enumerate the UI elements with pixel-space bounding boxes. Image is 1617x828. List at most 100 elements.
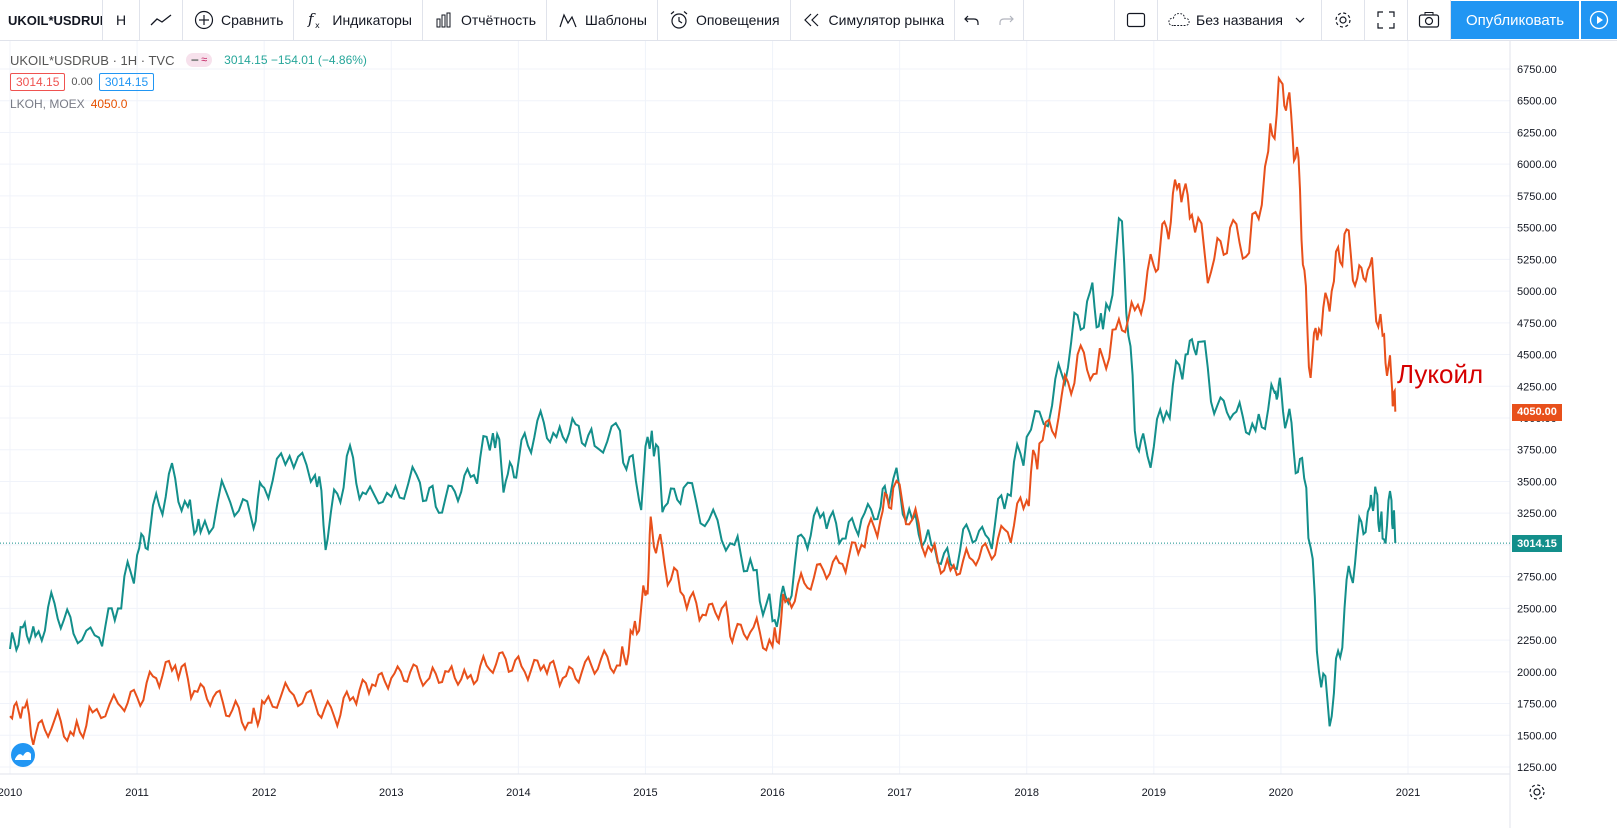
price-axis-tick-label: 4750.00 (1517, 318, 1557, 330)
chart-settings-gear-icon[interactable] (1527, 782, 1547, 807)
chart-type-button[interactable] (140, 0, 183, 40)
price-axis-tick-label: 5000.00 (1517, 286, 1557, 298)
settings-button[interactable] (1322, 0, 1365, 40)
price-axis-tick-label: 5250.00 (1517, 254, 1557, 266)
publish-label: Опубликовать (1465, 11, 1565, 29)
line-chart-icon (150, 9, 172, 31)
time-axis-tick-label: 2021 (1396, 787, 1420, 799)
symbol-label: UKOIL*USDRUB (8, 12, 103, 28)
undo-icon (961, 9, 983, 31)
publish-menu-button[interactable] (1581, 1, 1617, 39)
reports-button[interactable]: Отчётность (423, 0, 548, 40)
price-axis-tick-label: 1500.00 (1517, 730, 1557, 742)
price-axis-tick-label: 1250.00 (1517, 762, 1557, 774)
price-axis-tick-label: 6500.00 (1517, 96, 1557, 108)
chart-grid (0, 41, 1510, 774)
ukoil-price-tag: 3014.15 (1512, 535, 1562, 553)
ukoil-usdrub-series-line (9, 216, 1397, 727)
rewind-icon (801, 9, 823, 31)
compare-label: Сравнить (221, 12, 284, 28)
price-axis-tick-label: 5500.00 (1517, 223, 1557, 235)
chart-annotation-text[interactable]: Лукойл (1397, 359, 1484, 389)
price-axis-tick-label: 2250.00 (1517, 635, 1557, 647)
plus-circle-icon (193, 9, 215, 31)
price-axis-tick-label: 6000.00 (1517, 159, 1557, 171)
compare-button[interactable]: Сравнить (183, 0, 295, 40)
price-axis-tick-label: 2500.00 (1517, 603, 1557, 615)
hide-icon: ━ (191, 54, 199, 67)
play-circle-icon (1588, 9, 1610, 31)
spread-value: 0.00 (71, 76, 93, 88)
price-chart[interactable]: 1250.00 1500.00 1750.00 2000.00 2250.00 2500.… (0, 41, 1617, 828)
buy-price-box[interactable]: 3014.15 (98, 73, 155, 91)
time-axis-tick-label: 2016 (760, 787, 784, 799)
main-series-title[interactable]: UKOIL*USDRUB · 1H · TVC (10, 52, 175, 68)
price-axis-tick-label: 1750.00 (1517, 699, 1557, 711)
price-axis-tick-label: 5750.00 (1517, 191, 1557, 203)
alerts-button[interactable]: Оповещения (658, 0, 791, 40)
layout-name-label: Без названия (1196, 12, 1283, 28)
toolbar-spacer (1024, 0, 1114, 40)
bar-chart-icon (433, 9, 455, 31)
templates-icon (557, 9, 579, 31)
replay-button[interactable]: Симулятор рынка (791, 0, 956, 40)
lkoh-series-line (9, 75, 1397, 746)
price-axis-tick-label: 3750.00 (1517, 445, 1557, 457)
main-series-quote: 3014.15 −154.01 (−4.86%) (224, 53, 367, 67)
fullscreen-button[interactable] (1365, 0, 1408, 40)
gear-icon (1332, 9, 1354, 31)
price-axis-tick-label: 4500.00 (1517, 350, 1557, 362)
lkoh-price-tag: 4050.00 (1512, 403, 1562, 421)
tradingview-logo[interactable] (10, 742, 36, 773)
price-axis-tick-label: 2000.00 (1517, 667, 1557, 679)
indicators-label: Индикаторы (332, 12, 412, 28)
replay-label: Симулятор рынка (828, 12, 945, 28)
price-axis[interactable]: 1250.00 1500.00 1750.00 2000.00 2250.00 2500.… (1517, 64, 1557, 774)
time-axis-tick-label: 2020 (1269, 787, 1293, 799)
cloud-icon (1168, 9, 1190, 31)
screenshot-button[interactable] (1408, 0, 1451, 40)
time-axis-tick-label: 2015 (633, 787, 657, 799)
svg-text:f: f (307, 10, 316, 28)
interval-button[interactable]: H (103, 0, 140, 40)
secondary-series-value: 4050.0 (90, 97, 128, 111)
time-axis-tick-label: 2010 (0, 787, 22, 799)
square-icon (1125, 9, 1147, 31)
templates-label: Шаблоны (585, 12, 647, 28)
time-axis-tick-label: 2017 (887, 787, 911, 799)
undo-button[interactable] (955, 0, 989, 40)
time-axis-tick-label: 2019 (1142, 787, 1166, 799)
symbol-search-button[interactable]: UKOIL*USDRUB (0, 0, 103, 40)
price-axis-tick-label: 6750.00 (1517, 64, 1557, 76)
redo-button[interactable] (989, 0, 1025, 40)
time-axis[interactable]: 2010 2011 2012 2013 2014 2015 2016 2017 2018 2019… (0, 787, 1420, 799)
chart-legend: UKOIL*USDRUB · 1H · TVC ━ ≈ 3014.15 −154.… (10, 49, 367, 115)
approx-icon: ≈ (201, 54, 208, 66)
camera-icon (1418, 9, 1440, 31)
time-axis-tick-label: 2014 (506, 787, 530, 799)
time-axis-tick-label: 2012 (252, 787, 276, 799)
reports-label: Отчётность (460, 12, 537, 28)
series-toggle-pill[interactable]: ━ ≈ (186, 53, 213, 67)
layout-toggle-button[interactable] (1114, 0, 1159, 40)
secondary-series-title[interactable]: LKOH, MOEX (10, 97, 85, 111)
interval-label: H (115, 12, 127, 28)
publish-button[interactable]: Опубликовать (1451, 1, 1579, 39)
chevron-down-icon (1289, 9, 1311, 31)
fullscreen-icon (1375, 9, 1397, 31)
price-axis-tick-label: 4250.00 (1517, 381, 1557, 393)
price-axis-tick-label: 6250.00 (1517, 127, 1557, 139)
price-axis-tick-label: 3250.00 (1517, 508, 1557, 520)
svg-text:x: x (315, 21, 320, 30)
time-axis-tick-label: 2018 (1014, 787, 1038, 799)
price-axis-tick-label: 3500.00 (1517, 476, 1557, 488)
templates-button[interactable]: Шаблоны (547, 0, 658, 40)
alarm-clock-icon (668, 9, 690, 31)
alerts-label: Оповещения (695, 12, 780, 28)
layout-name-dropdown[interactable]: Без названия (1158, 0, 1322, 40)
redo-icon (995, 9, 1017, 31)
sell-price-box[interactable]: 3014.15 (10, 73, 66, 91)
